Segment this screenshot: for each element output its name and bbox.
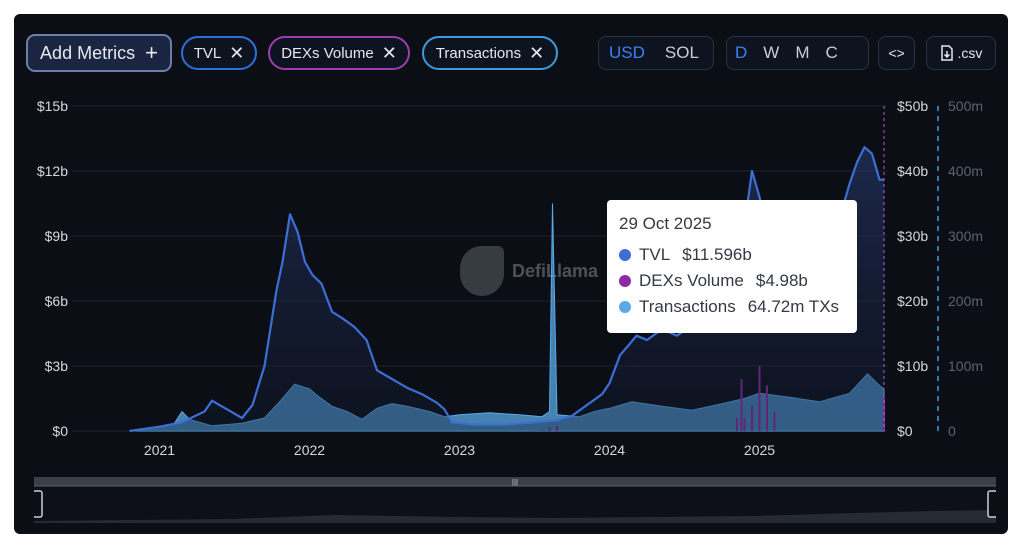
- y-tick-label-tvl: $12b: [37, 163, 68, 179]
- tvl-area: [129, 147, 884, 431]
- tooltip-value: $4.98b: [755, 271, 808, 290]
- x-tick-label: 2023: [444, 442, 475, 458]
- embed-button[interactable]: <>: [878, 36, 915, 70]
- y-tick-label-dex-volume: $0: [897, 423, 913, 439]
- csv-label: .csv: [957, 45, 983, 61]
- interval-toggle: D W M C: [726, 36, 869, 70]
- interval-option-daily[interactable]: D: [735, 43, 748, 62]
- range-brush[interactable]: |||: [34, 477, 996, 523]
- brush-mini-area: [34, 510, 996, 523]
- file-download-icon: [940, 45, 953, 61]
- csv-download-button[interactable]: .csv: [926, 36, 996, 70]
- close-icon[interactable]: ✕: [529, 43, 545, 63]
- plus-icon: +: [145, 40, 158, 65]
- code-icon: <>: [888, 45, 905, 61]
- y-tick-label-transactions: 200m: [948, 293, 983, 309]
- y-tick-label-dex-volume: $20b: [897, 293, 928, 309]
- add-metrics-label: Add Metrics: [40, 42, 136, 63]
- tooltip-row: TVL $11.596b: [619, 242, 845, 268]
- brush-top-bar[interactable]: [34, 477, 996, 486]
- chart-plot[interactable]: $15b $50b 500m $12b $40b 400m $9b $30b 300m $6b $2…: [14, 14, 1008, 534]
- tx-dot-icon: [619, 301, 631, 313]
- chip-label: TVL: [193, 44, 222, 62]
- y-tick-label-dex-volume: $40b: [897, 163, 928, 179]
- currency-option-usd[interactable]: USD: [609, 43, 645, 62]
- tooltip-series-name: DEXs Volume: [639, 271, 744, 290]
- x-tick-label: 2022: [294, 442, 325, 458]
- y-tick-label-transactions: 100m: [948, 358, 983, 374]
- tooltip-series-name: TVL: [639, 245, 671, 264]
- x-tick-label: 2025: [744, 442, 775, 458]
- watermark-text: DefiLlama: [512, 260, 599, 281]
- tooltip-row: Transactions 64.72m TXs: [619, 294, 845, 320]
- defillama-logo-icon: [460, 246, 504, 296]
- interval-option-cumulative[interactable]: C: [825, 43, 838, 62]
- interval-option-monthly[interactable]: M: [795, 43, 810, 62]
- chart-panel: Add Metrics + TVL ✕ DEXs Volume ✕ Transa…: [14, 14, 1008, 534]
- chip-label: DEXs Volume: [281, 44, 374, 62]
- y-tick-label-dex-volume: $30b: [897, 228, 928, 244]
- y-tick-label-transactions: 500m: [948, 98, 983, 114]
- y-tick-label-dex-volume: $50b: [897, 98, 928, 114]
- dex-dot-icon: [619, 275, 631, 287]
- metric-chip-dexs-volume[interactable]: DEXs Volume ✕: [268, 36, 410, 70]
- add-metrics-button[interactable]: Add Metrics +: [26, 34, 172, 72]
- y-tick-label-transactions: 400m: [948, 163, 983, 179]
- interval-option-weekly[interactable]: W: [763, 43, 780, 62]
- tooltip-value: 64.72m TXs: [747, 297, 840, 316]
- metric-chip-tvl[interactable]: TVL ✕: [181, 36, 257, 70]
- brush-grip-icon[interactable]: |||: [512, 478, 518, 487]
- close-icon[interactable]: ✕: [229, 43, 245, 63]
- brush-left-handle[interactable]: [34, 490, 43, 518]
- x-tick-label: 2021: [144, 442, 175, 458]
- y-tick-label-tvl: $3b: [45, 358, 69, 374]
- currency-toggle: USD SOL: [598, 36, 714, 70]
- y-tick-label-tvl: $15b: [37, 98, 68, 114]
- y-tick-label-tvl: $0: [52, 423, 68, 439]
- brush-right-handle[interactable]: [987, 490, 996, 518]
- y-tick-label-transactions: 0: [948, 423, 956, 439]
- close-icon[interactable]: ✕: [381, 43, 397, 63]
- metric-chip-transactions[interactable]: Transactions ✕: [422, 36, 558, 70]
- x-tick-label: 2024: [594, 442, 625, 458]
- tooltip-series-name: Transactions: [639, 297, 736, 316]
- y-tick-label-dex-volume: $10b: [897, 358, 928, 374]
- tooltip-row: DEXs Volume $4.98b: [619, 268, 845, 294]
- defillama-watermark: DefiLlama: [460, 246, 598, 296]
- tvl-dot-icon: [619, 249, 631, 261]
- currency-option-sol[interactable]: SOL: [664, 43, 699, 62]
- y-tick-label-tvl: $6b: [45, 293, 69, 309]
- tooltip-date: 29 Oct 2025: [619, 214, 712, 233]
- chip-label: Transactions: [435, 44, 522, 62]
- y-tick-label-tvl: $9b: [45, 228, 69, 244]
- y-tick-label-transactions: 300m: [948, 228, 983, 244]
- tooltip-value: $11.596b: [682, 245, 752, 264]
- chart-tooltip: 29 Oct 2025 TVL $11.596b DEXs Volume $4.…: [607, 200, 857, 333]
